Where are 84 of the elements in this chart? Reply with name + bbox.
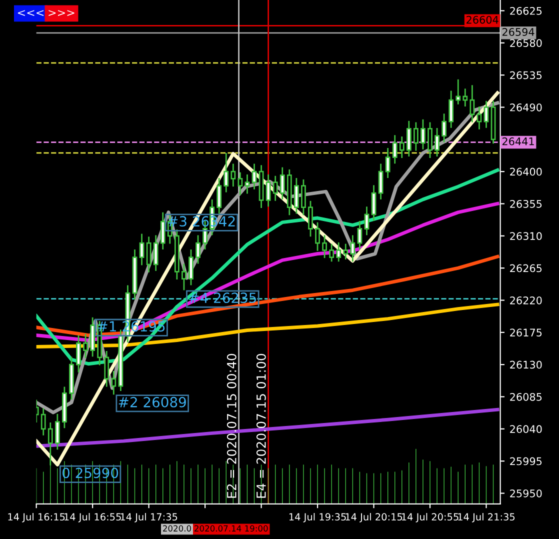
x-tick-label: 14 Jul 16:15 [8, 512, 65, 522]
x-tick-label: 14 Jul 21:35 [458, 512, 515, 522]
candlestick [280, 167, 285, 200]
candlestick [484, 100, 489, 128]
candlestick [216, 178, 222, 214]
y-tick-label: 26310 [510, 232, 542, 240]
y-tick-label: 26490 [510, 103, 542, 112]
y-tick-label: 25950 [510, 489, 542, 498]
ref-line-label: 26604 [466, 16, 498, 24]
candlestick [104, 351, 110, 387]
candlestick [392, 135, 398, 164]
candlestick [350, 235, 356, 262]
ref-line-label: 26594 [502, 28, 534, 36]
y-tick-label: 26175 [510, 328, 542, 337]
x-tick-label: 14 Jul 20:55 [402, 512, 458, 522]
annotation: E2 = 2020.07.15 00:40 [226, 354, 236, 498]
candlestick [244, 174, 250, 194]
y-tick-label: 26220 [510, 296, 542, 304]
y-tick-label: 26265 [510, 264, 542, 272]
y-tick-label: 26625 [510, 6, 542, 15]
candlestick [196, 235, 200, 264]
candlestick [308, 200, 313, 237]
candlestick [385, 148, 390, 178]
candlestick [40, 408, 46, 436]
candlestick [224, 152, 229, 192]
candlestick [153, 235, 158, 271]
x-tick-label: 14 Jul 19:35 [289, 512, 346, 522]
candlestick [434, 128, 440, 157]
candlestick [462, 88, 468, 106]
ref-line-label: 26441 [502, 137, 534, 146]
candlestick [266, 174, 271, 207]
candlestick [378, 164, 384, 200]
line-series [36, 91, 500, 466]
y-tick-label: 26040 [510, 425, 542, 434]
candlestick [76, 335, 81, 372]
candlestick [364, 206, 370, 236]
candlestick [470, 85, 475, 122]
candlestick [329, 244, 334, 262]
candlestick [111, 371, 116, 395]
candlestick [272, 176, 278, 201]
candlestick [322, 235, 328, 258]
candlestick [406, 120, 412, 157]
candlestick [146, 236, 152, 272]
y-tick-label: 26400 [510, 168, 542, 176]
candlestick [252, 164, 257, 190]
candlestick [83, 334, 88, 358]
candlestick [188, 250, 194, 286]
y-tick-label: 26580 [510, 39, 542, 47]
candlestick [343, 244, 348, 260]
text: 2020.07.14 19:00 [194, 525, 268, 532]
candlestick [420, 119, 426, 150]
x-tick-label: 14 Jul 16:55 [64, 512, 121, 522]
candlestick [357, 220, 362, 250]
annotation: <<< [18, 10, 44, 16]
y-tick-label: 26355 [510, 200, 542, 208]
candlestick [428, 122, 432, 158]
candlestick [442, 114, 447, 142]
candlestick [238, 172, 243, 196]
candlestick [476, 106, 482, 130]
candlestick [301, 179, 306, 216]
annotation: >>> [48, 10, 74, 16]
y-tick-label: 26085 [510, 392, 542, 401]
candlestick [182, 264, 186, 290]
candlestick [315, 222, 320, 251]
candlestick [54, 414, 60, 450]
x-tick-label: 14 Jul 20:15 [346, 512, 402, 522]
candlestick [456, 79, 461, 104]
x-tick-label: 14 Jul 17:35 [120, 512, 178, 522]
y-tick-label: 26130 [510, 360, 542, 369]
candlestick [230, 164, 236, 187]
text: 2020.0 [163, 525, 192, 532]
annotation: E4 = 2020.07.15 01:00 [256, 354, 266, 498]
candlestick [413, 122, 418, 151]
y-tick-label: 26535 [510, 71, 542, 80]
candlestick [336, 242, 342, 262]
candlestick [371, 185, 376, 221]
candlestick [294, 178, 299, 214]
candlestick [399, 136, 404, 158]
candlestick [448, 90, 454, 128]
y-tick-label: 25995 [510, 457, 542, 466]
candlestick [160, 212, 166, 250]
line-series [36, 302, 500, 348]
candlestick [139, 234, 144, 266]
annotation: #2 26089 [118, 396, 186, 408]
